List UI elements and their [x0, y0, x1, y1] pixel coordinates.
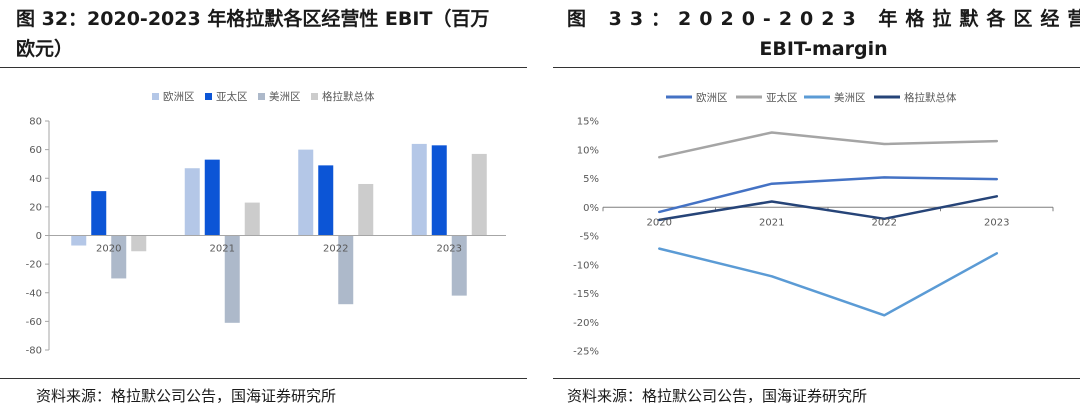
y-tick-label: -15%	[573, 289, 599, 300]
bar-series-4-2021	[244, 202, 260, 236]
bar-series-2-2020	[91, 191, 107, 236]
top-rule	[553, 67, 1080, 68]
y-tick-label: -20%	[573, 318, 599, 329]
bar-series-4-2020	[131, 235, 147, 252]
y-tick-label: 10%	[577, 145, 599, 156]
x-tick-label: 2020	[647, 217, 672, 228]
bar-series-1-2023	[411, 143, 427, 236]
line-series-2	[658, 131, 999, 159]
y-tick-label: -40	[26, 288, 42, 299]
x-tick-label: 2021	[210, 244, 235, 255]
bar-series-2-2022	[318, 165, 334, 236]
top-rule	[0, 67, 527, 68]
bar-series-3-2021	[224, 235, 240, 323]
legend-label-series-2: 亚太区	[216, 90, 248, 103]
left-panel: 图 32：2020-2023 年格拉默各区经营性 EBIT（百万 欧元） 欧洲区…	[0, 0, 527, 413]
legend-label-series-4: 格拉默总体	[322, 90, 375, 103]
figure-33-title: 图 33：2020-2023 年格拉默各区经营性 EBIT-margin	[567, 4, 1080, 64]
legend-label-series-4: 格拉默总体	[904, 91, 957, 104]
ebit-margin-line-chart: 欧洲区 亚太区 美洲区 格拉默总体 15% 10% 5% 0% -5% -10% -15% -20% -…	[573, 91, 1054, 358]
bar-series-3-2023	[451, 235, 467, 296]
line-series-1	[658, 176, 999, 214]
y-tick-label: 15%	[577, 117, 599, 128]
bar-series-2-2021	[204, 159, 220, 236]
bar-series-2-2023	[431, 145, 447, 236]
legend-label-series-1: 欧洲区	[163, 91, 195, 103]
bar-series-3-2020	[111, 235, 127, 279]
legend-swatch-series-4	[311, 93, 318, 100]
bottom-rule	[0, 378, 527, 379]
legend-label-series-3: 美洲区	[269, 90, 301, 103]
ebit-bar-chart: 欧洲区 亚太区 美洲区 格拉默总体 80 60 40 20 0 -20 -40 -60 -80 2020 2…	[26, 90, 506, 357]
title-line-1: 图 32：2020-2023 年格拉默各区经营性 EBIT（百万	[16, 8, 490, 30]
legend-label-series-2: 亚太区	[766, 91, 798, 104]
y-tick-label: 5%	[583, 174, 599, 185]
bottom-rule	[553, 378, 1080, 379]
y-tick-label: -10%	[573, 260, 599, 271]
x-tick-label: 2023	[437, 244, 462, 255]
y-tick-label: -60	[26, 317, 42, 328]
line-series-3	[658, 247, 999, 317]
figure-32-title: 图 32：2020-2023 年格拉默各区经营性 EBIT（百万 欧元）	[16, 4, 521, 64]
legend-label-series-3: 美洲区	[834, 91, 866, 104]
x-tick-label: 2022	[872, 217, 897, 228]
y-tick-label: 20	[29, 202, 42, 213]
bar-series-1-2022	[298, 149, 314, 236]
bar-series-1-2020	[71, 235, 87, 246]
source-note: 资料来源：格拉默公司公告，国海证券研究所	[36, 387, 337, 405]
y-tick-label: 0%	[583, 203, 599, 214]
title-line-1: 图 33：2020-2023 年格拉默各区经营性	[567, 8, 1080, 30]
x-tick-label: 2020	[96, 244, 121, 255]
y-tick-label: 0	[36, 231, 42, 242]
legend-swatch-series-2	[205, 93, 212, 100]
y-tick-label: -20	[26, 260, 42, 271]
legend-label-series-1: 欧洲区	[696, 92, 728, 104]
x-tick-label: 2022	[323, 244, 348, 255]
y-tick-label: -5%	[580, 232, 599, 243]
legend-swatch-series-1	[152, 93, 159, 100]
y-tick-label: -25%	[573, 347, 599, 358]
bar-series-4-2023	[471, 153, 487, 236]
source-note: 资料来源：格拉默公司公告，国海证券研究所	[567, 387, 868, 405]
bar-series-3-2022	[338, 235, 354, 305]
y-tick-label: 80	[29, 117, 42, 128]
y-tick-label: 40	[29, 174, 42, 185]
right-panel: 图 33：2020-2023 年格拉默各区经营性 EBIT-margin 欧洲区…	[553, 0, 1080, 413]
x-tick-label: 2021	[759, 217, 784, 228]
legend-swatch-series-3	[258, 93, 265, 100]
y-tick-label: 60	[29, 145, 42, 156]
y-tick-label: -80	[26, 346, 42, 357]
title-line-2: 欧元）	[16, 38, 74, 60]
bar-series-4-2022	[358, 183, 374, 236]
title-line-2: EBIT-margin	[759, 38, 888, 60]
bar-series-1-2021	[184, 168, 200, 236]
line-series-4	[658, 195, 999, 222]
x-tick-label: 2023	[984, 217, 1009, 228]
